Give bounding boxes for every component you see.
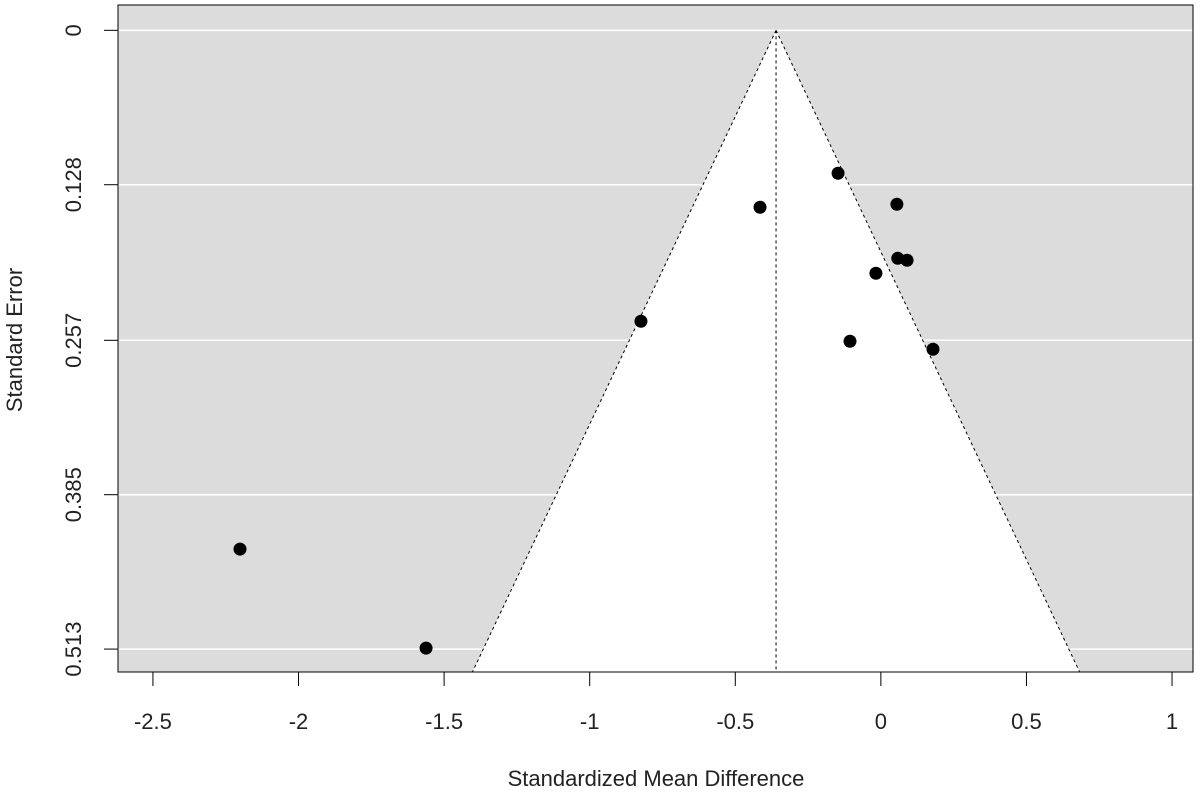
study-point (634, 314, 648, 328)
x-tick-label: -0.5 (716, 709, 754, 734)
x-tick-label: -2 (289, 709, 309, 734)
y-tick-label: 0 (61, 24, 86, 36)
x-tick-label: -2.5 (134, 709, 172, 734)
funnel-left (471, 30, 777, 673)
study-point (753, 200, 767, 214)
study-point (926, 342, 940, 356)
y-axis-title: Standard Error (2, 268, 27, 412)
study-point (900, 253, 914, 267)
study-point (869, 266, 883, 280)
x-tick-label: -1.5 (425, 709, 463, 734)
y-tick-label: 0.385 (61, 467, 86, 522)
x-tick-label: 0.5 (1011, 709, 1042, 734)
x-axis-title: Standardized Mean Difference (508, 766, 805, 791)
study-point (890, 197, 904, 211)
y-tick-label: 0.128 (61, 157, 86, 212)
study-point (843, 334, 857, 348)
x-tick-label: -1 (580, 709, 600, 734)
study-point (831, 166, 845, 180)
y-tick-label: 0.257 (61, 313, 86, 368)
study-point (419, 641, 433, 655)
study-point (233, 542, 247, 556)
x-tick-label: 0 (875, 709, 887, 734)
x-tick-label: 1 (1166, 709, 1178, 734)
y-tick-label: 0.513 (61, 622, 86, 677)
